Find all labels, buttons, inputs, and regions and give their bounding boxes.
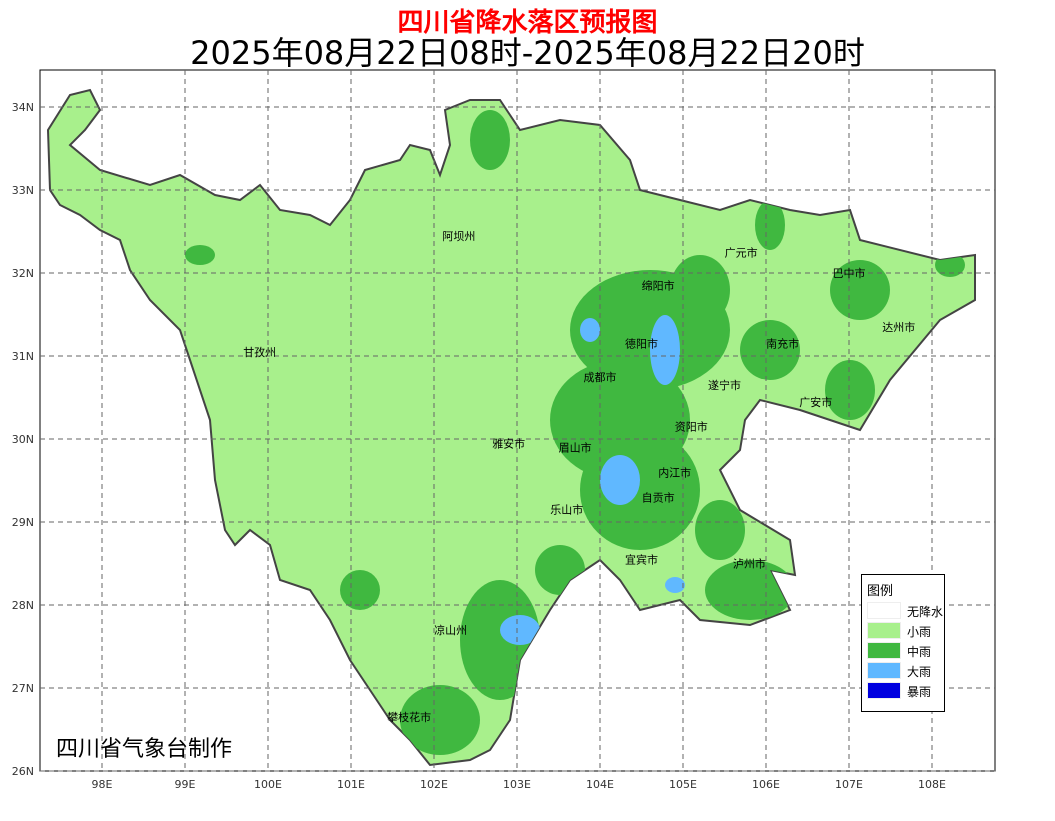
legend-label: 暴雨 xyxy=(907,685,932,699)
legend-swatch xyxy=(867,682,901,699)
y-tick-label: 31N xyxy=(12,350,34,363)
city-label: 巴中市 xyxy=(833,266,866,280)
x-tick-label: 100E xyxy=(254,778,282,791)
credit-text: 四川省气象台制作 xyxy=(56,737,233,762)
legend-item: 小雨 xyxy=(867,622,943,640)
legend-label: 大雨 xyxy=(907,665,932,679)
legend-item: 大雨 xyxy=(867,662,943,680)
heavy-rain-areas xyxy=(500,315,685,645)
city-label: 宜宾市 xyxy=(625,553,658,567)
y-tick-label: 32N xyxy=(12,267,34,280)
y-tick-label: 28N xyxy=(12,599,34,612)
city-label: 资阳市 xyxy=(675,420,708,434)
city-label: 乐山市 xyxy=(550,503,583,517)
city-label: 成都市 xyxy=(584,370,617,384)
legend-swatch xyxy=(867,622,901,639)
map-subtitle: 2025年08月22日08时-2025年08月22日20时 xyxy=(190,34,865,72)
city-label: 德阳市 xyxy=(625,337,658,351)
city-label: 雅安市 xyxy=(492,436,525,450)
legend-swatch xyxy=(867,662,901,679)
x-tick-label: 98E xyxy=(92,778,113,791)
x-tick-label: 106E xyxy=(752,778,780,791)
y-tick-label: 33N xyxy=(12,184,34,197)
x-tick-label: 102E xyxy=(420,778,448,791)
legend-item: 暴雨 xyxy=(867,682,943,700)
legend-swatch xyxy=(867,642,901,659)
city-label: 遂宁市 xyxy=(708,378,741,392)
map-title: 四川省降水落区预报图 xyxy=(397,8,658,38)
x-tick-label: 107E xyxy=(835,778,863,791)
legend: 图例 无降水小雨中雨大雨暴雨 xyxy=(861,574,945,712)
x-tick-label: 104E xyxy=(586,778,614,791)
legend-title: 图例 xyxy=(867,584,894,599)
city-label: 广元市 xyxy=(725,245,758,259)
rain-areas xyxy=(185,110,965,755)
city-label: 甘孜州 xyxy=(243,345,276,359)
legend-item: 无降水 xyxy=(867,602,943,620)
legend-item: 中雨 xyxy=(867,642,943,660)
legend-label: 无降水 xyxy=(907,605,944,619)
x-tick-label: 99E xyxy=(175,778,196,791)
x-tick-label: 103E xyxy=(503,778,531,791)
x-tick-label: 105E xyxy=(669,778,697,791)
graticule: 98E 99E 100E 101E 102E 103E 104E 105E 106E 107E 10… xyxy=(12,70,995,791)
y-tick-label: 30N xyxy=(12,433,34,446)
legend-label: 中雨 xyxy=(907,645,932,659)
x-tick-label: 108E xyxy=(918,778,946,791)
city-label: 自贡市 xyxy=(642,490,675,504)
city-label: 眉山市 xyxy=(559,440,592,454)
city-label: 南充市 xyxy=(766,337,799,351)
city-label: 阿坝州 xyxy=(442,229,475,243)
x-tick-label: 101E xyxy=(337,778,365,791)
city-label: 绵阳市 xyxy=(642,279,675,293)
y-tick-label: 29N xyxy=(12,516,34,529)
city-label: 广安市 xyxy=(799,395,832,409)
city-label: 凉山州 xyxy=(434,623,467,637)
legend-label: 小雨 xyxy=(907,625,932,639)
city-label: 泸州市 xyxy=(733,557,766,571)
y-tick-label: 26N xyxy=(12,765,34,778)
y-tick-label: 27N xyxy=(12,682,34,695)
y-tick-label: 34N xyxy=(12,101,34,114)
city-label: 达州市 xyxy=(882,320,915,334)
city-label: 内江市 xyxy=(658,465,691,479)
legend-swatch xyxy=(867,602,901,619)
city-label: 攀枝花市 xyxy=(387,710,431,724)
